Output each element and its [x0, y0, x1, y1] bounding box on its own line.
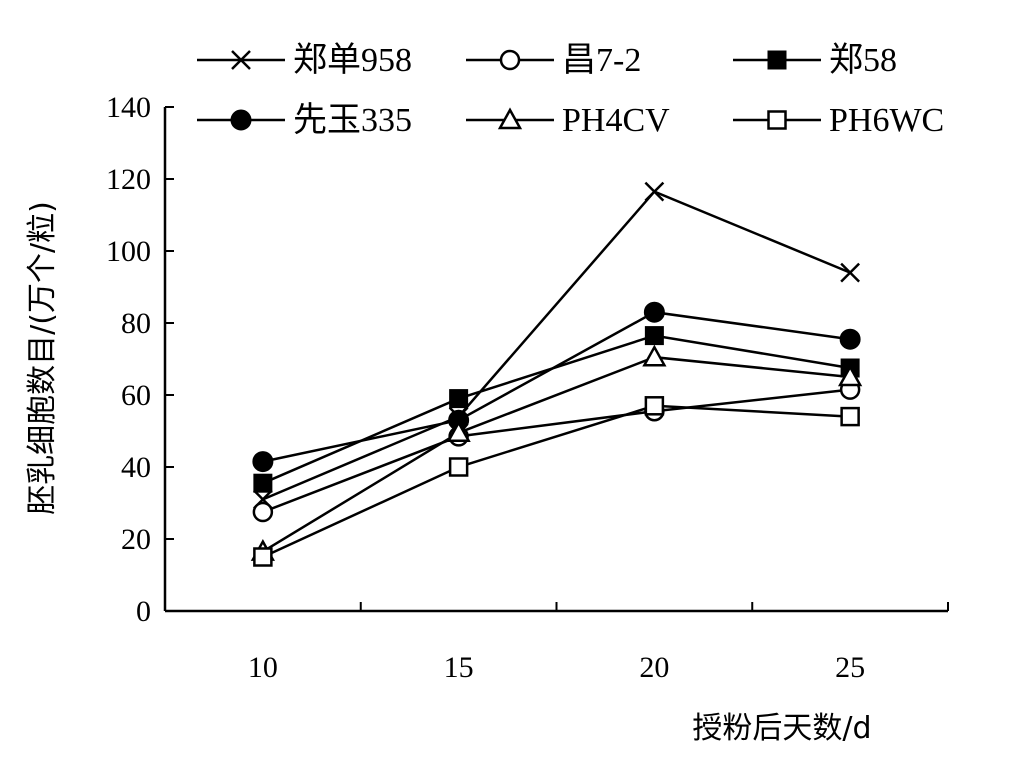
legend-label-5: PH6WC — [829, 102, 944, 139]
legend-marker-0-stroke — [231, 50, 251, 70]
y-tick-label: 140 — [106, 91, 151, 124]
legend-label-4: PH4CV — [562, 102, 670, 139]
data-point-s2-1 — [449, 389, 469, 409]
y-tick-label: 40 — [121, 451, 151, 484]
x-axis-title: 授粉后天数/d — [692, 711, 871, 746]
legend-marker-1 — [499, 49, 521, 71]
y-tick-label: 80 — [121, 307, 151, 340]
series-lines — [262, 190, 851, 559]
series-line-0 — [262, 190, 851, 501]
legend-marker-3 — [230, 109, 252, 131]
axes: 0 20 40 60 80 100 120 140 10 15 20 25 — [106, 91, 949, 684]
data-point-s2-2 — [644, 326, 664, 346]
data-point-s1-0 — [252, 501, 274, 523]
legend-label-3: 先玉335 — [293, 101, 412, 139]
data-point-s0-3-stroke — [840, 262, 861, 283]
x-tick-label: 15 — [444, 651, 474, 684]
x-tick-label: 20 — [639, 651, 669, 684]
data-point-s5-0 — [253, 547, 273, 567]
legend-marker-4 — [497, 107, 523, 130]
legend-marker-5 — [767, 110, 787, 130]
data-point-s4-3 — [838, 364, 863, 387]
y-tick-label: 60 — [121, 379, 151, 412]
series-line-5 — [262, 404, 851, 559]
data-point-s5-2 — [644, 396, 665, 416]
data-point-s5-1 — [448, 457, 469, 477]
legend-marker-2 — [767, 50, 787, 70]
series-line-1 — [262, 388, 851, 514]
data-point-s3-2 — [643, 301, 665, 323]
legend-label-0: 郑单958 — [293, 42, 412, 79]
series-line-4 — [262, 355, 851, 553]
x-tick-label: 25 — [835, 651, 865, 684]
legend-label-1: 昌7-2 — [562, 42, 641, 79]
series-line-3 — [262, 310, 851, 463]
data-point-s4-2 — [642, 344, 667, 367]
data-point-s5-3 — [840, 406, 860, 427]
data-point-s3-0 — [252, 451, 274, 473]
data-point-s3-3 — [839, 328, 861, 350]
series-markers — [250, 181, 863, 567]
data-point-s0-2-stroke — [644, 181, 665, 202]
y-tick-label: 100 — [106, 235, 151, 268]
legend-label-2: 郑58 — [829, 42, 897, 79]
y-tick-label: 0 — [136, 595, 151, 628]
y-axis-title: 胚乳细胞数目/(万个/粒) — [25, 201, 60, 515]
y-tick-label: 120 — [106, 163, 151, 196]
y-tick-label: 20 — [121, 523, 151, 556]
data-point-s2-0 — [253, 473, 273, 493]
data-point-s4-1 — [446, 420, 471, 443]
legend: 郑单958 昌7-2 郑58 先玉335 PH4CV PH6WC — [197, 42, 944, 139]
x-tick-label: 10 — [248, 651, 278, 684]
